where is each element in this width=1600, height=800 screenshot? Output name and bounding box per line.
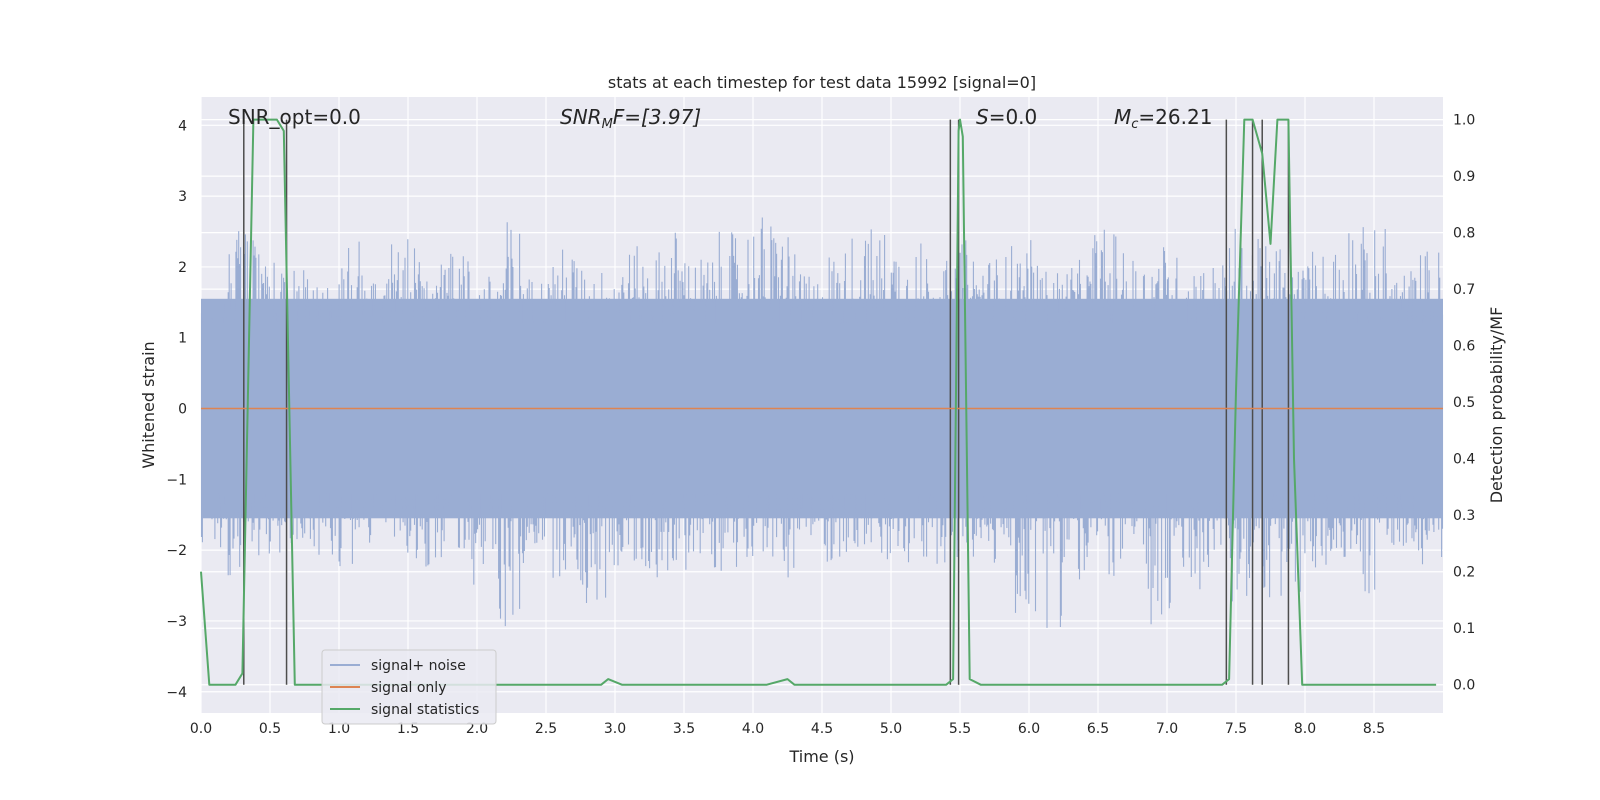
x-tick-label: 1.5 [397, 721, 419, 737]
x-tick-label: 2.0 [466, 721, 488, 737]
x-tick-label: 5.0 [880, 721, 902, 737]
y2-axis-ticks: 1.0 0.9 0.8 0.7 0.6 0.5 0.4 0.3 0.2 0.1 0.0 [1453, 113, 1475, 694]
y-tick-label: 1 [178, 331, 187, 347]
legend-label-signal-only: signal only [371, 680, 446, 696]
annotation-snr-opt: SNR_opt=0.0 [228, 105, 361, 129]
y2-tick-label: 0.1 [1453, 621, 1475, 637]
annotation-s-main: S [976, 105, 989, 129]
y-tick-label: −2 [166, 543, 187, 559]
x-tick-label: 0.5 [259, 721, 281, 737]
x-tick-label: 3.5 [673, 721, 695, 737]
y-axis-ticks: 4 3 2 1 0 −1 −2 −3 −4 [166, 118, 187, 700]
y2-tick-label: 0.3 [1453, 508, 1475, 524]
annotation-mc-main: M [1114, 105, 1131, 129]
y2-tick-label: 0.0 [1453, 678, 1475, 694]
annotation-snr-mf-tail: F=[3.97] [613, 105, 701, 129]
annotation-snr-mf-main: SNR [560, 105, 602, 129]
annotation-snr-mf-sub: M [602, 117, 613, 132]
y-tick-label: 2 [178, 260, 187, 276]
x-tick-label: 1.0 [328, 721, 350, 737]
noise-spikes [200, 217, 1444, 628]
x-tick-label: 6.0 [1018, 721, 1040, 737]
y2-tick-label: 0.4 [1453, 452, 1475, 468]
y-tick-label: −1 [166, 472, 187, 488]
annotation-snr-mf: SNRMF=[3.97] [560, 105, 701, 132]
y2-tick-label: 0.8 [1453, 226, 1475, 242]
y2-tick-label: 0.5 [1453, 395, 1475, 411]
x-axis-label: Time (s) [788, 747, 854, 766]
x-tick-label: 7.5 [1225, 721, 1247, 737]
legend-label-signal-noise: signal+ noise [371, 658, 466, 674]
x-tick-label: 8.5 [1363, 721, 1385, 737]
y-tick-label: −4 [166, 685, 187, 701]
annotation-mc: Mc=26.21 [1114, 105, 1212, 132]
annotation-s: S=0.0 [976, 105, 1037, 129]
signal-statistics-line [200, 118, 1437, 686]
x-tick-label: 8.0 [1294, 721, 1316, 737]
x-tick-label: 3.0 [604, 721, 626, 737]
x-tick-label: 7.0 [1156, 721, 1178, 737]
x-tick-label: 0.0 [190, 721, 212, 737]
y-tick-label: 4 [178, 118, 187, 134]
series-signal-statistics [200, 118, 1437, 686]
legend: signal+ noise signal only signal statist… [321, 649, 497, 725]
chart-title: stats at each timestep for test data 159… [608, 73, 1036, 92]
y2-tick-label: 0.9 [1453, 169, 1475, 185]
y2-axis-label: Detection probability/MF [1487, 307, 1506, 504]
y2-tick-label: 0.6 [1453, 339, 1475, 355]
x-tick-label: 5.5 [949, 721, 971, 737]
y-tick-label: 0 [178, 402, 187, 418]
annotation-mc-sub: c [1131, 117, 1138, 132]
annotation-s-tail: =0.0 [989, 105, 1038, 129]
x-tick-label: 2.5 [535, 721, 557, 737]
y2-tick-label: 0.7 [1453, 282, 1475, 298]
legend-label-signal-statistics: signal statistics [371, 702, 479, 718]
legend-box [321, 649, 497, 725]
x-tick-label: 6.5 [1087, 721, 1109, 737]
x-tick-label: 4.0 [742, 721, 764, 737]
x-axis-ticks: 0.0 0.5 1.0 1.5 2.0 2.5 3.0 3.5 4.0 4.5 5.0 5.5 6.0 6… [190, 721, 1385, 737]
y2-tick-label: 0.2 [1453, 565, 1475, 581]
x-tick-label: 4.5 [811, 721, 833, 737]
annotation-mc-tail: =26.21 [1138, 105, 1212, 129]
y-tick-label: 3 [178, 189, 187, 205]
y2-tick-label: 1.0 [1453, 113, 1475, 129]
y-axis-label: Whitened strain [139, 341, 158, 468]
y-tick-label: −3 [166, 614, 187, 630]
